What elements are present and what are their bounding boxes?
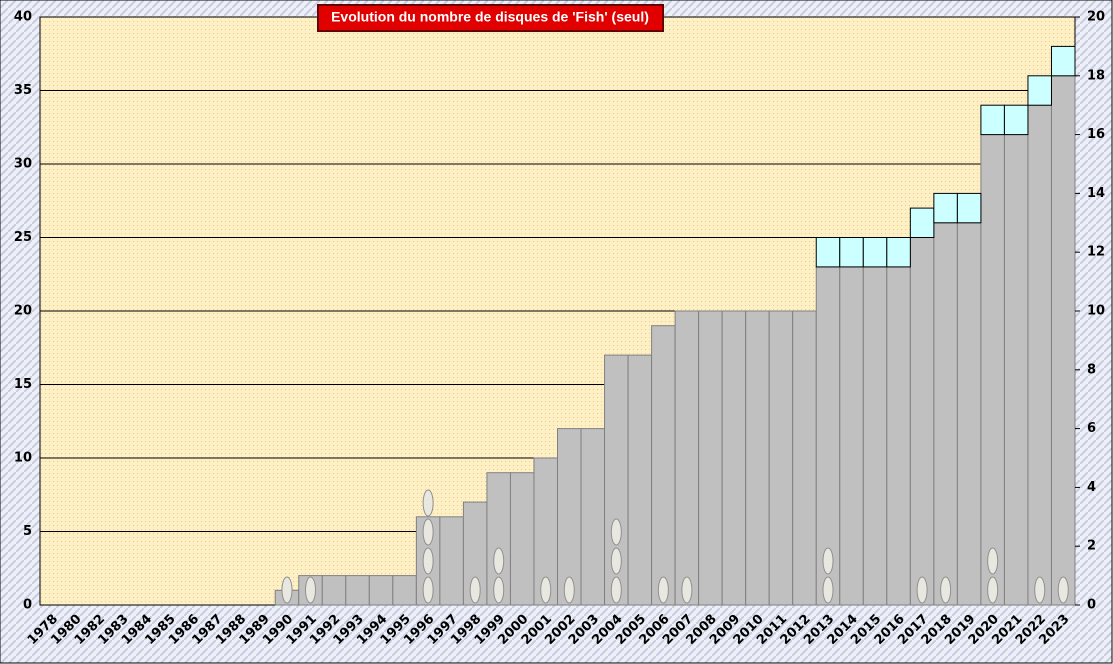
bar — [651, 325, 676, 606]
y-tick-label: 40 — [14, 10, 32, 25]
disc-icon — [540, 576, 552, 604]
y-tick-label: 20 — [14, 304, 32, 319]
bar — [815, 237, 841, 268]
bar — [980, 134, 1005, 606]
bar — [580, 428, 606, 606]
disc-icon — [469, 576, 481, 604]
bar — [956, 192, 982, 224]
bar — [1050, 45, 1076, 77]
y2-tick-label: 14 — [1087, 186, 1105, 201]
disc-icon — [281, 576, 293, 604]
bar — [1027, 104, 1052, 606]
disc-icon — [422, 576, 434, 604]
disc-icon — [305, 576, 317, 604]
bar — [792, 310, 817, 606]
bar — [627, 354, 653, 606]
disc-icon — [1057, 576, 1069, 604]
y-tick-label: 0 — [23, 598, 32, 613]
bar — [745, 310, 770, 606]
y2-tick-label: 8 — [1087, 362, 1096, 377]
y2-tick-label: 16 — [1087, 127, 1105, 142]
disc-icon — [493, 576, 505, 604]
y-tick-label: 30 — [14, 157, 32, 172]
y2-tick-label: 4 — [1087, 480, 1096, 495]
bar — [839, 266, 864, 606]
disc-icon — [563, 576, 575, 604]
disc-icon — [987, 576, 999, 604]
chart-title: Evolution du nombre de disques de 'Fish'… — [331, 9, 649, 25]
disc-icon — [681, 576, 693, 604]
y-tick-label: 35 — [14, 83, 32, 98]
y-tick-label: 10 — [14, 451, 32, 466]
bar — [909, 207, 935, 239]
y2-tick-label: 20 — [1087, 10, 1105, 25]
y-tick-label: 15 — [14, 377, 32, 392]
y2-tick-label: 10 — [1087, 304, 1105, 319]
disc-icon — [987, 547, 999, 575]
disc-icon — [657, 576, 669, 604]
bar — [768, 310, 794, 606]
bar — [886, 266, 911, 606]
bar — [909, 237, 935, 606]
bar — [956, 222, 982, 606]
bar — [839, 237, 864, 268]
y2-tick-label: 18 — [1087, 68, 1105, 83]
disc-icon — [940, 576, 952, 604]
bar — [886, 237, 911, 268]
bar — [439, 516, 464, 606]
disc-icon — [822, 547, 834, 575]
disc-icon — [916, 576, 928, 604]
y2-tick-label: 2 — [1087, 539, 1096, 554]
y2-tick-label: 12 — [1087, 245, 1105, 260]
bar — [980, 104, 1005, 136]
bar — [1050, 75, 1076, 606]
y-tick-label: 25 — [14, 230, 32, 245]
y2-tick-label: 0 — [1087, 598, 1096, 613]
disc-icon — [422, 489, 434, 517]
bar — [321, 575, 347, 606]
bar — [1003, 104, 1029, 136]
bar — [862, 237, 888, 268]
bar — [1027, 75, 1052, 106]
disc-icon — [822, 576, 834, 604]
bar — [674, 310, 700, 606]
bar — [933, 222, 958, 606]
disc-icon — [422, 518, 434, 546]
disc-icon — [1034, 576, 1046, 604]
disc-icon — [610, 518, 622, 546]
y-tick-label: 5 — [23, 524, 32, 539]
bar — [392, 575, 417, 606]
title-box — [317, 4, 664, 32]
disc-icon — [422, 547, 434, 575]
bar — [509, 472, 535, 606]
bar — [933, 192, 958, 224]
bar — [1003, 134, 1029, 606]
y2-tick-label: 6 — [1087, 421, 1096, 436]
disc-icon — [610, 576, 622, 604]
bar — [368, 575, 394, 606]
bar — [345, 575, 370, 606]
disc-icon — [493, 547, 505, 575]
bar — [862, 266, 888, 606]
bar — [698, 310, 723, 606]
disc-icon — [610, 547, 622, 575]
bar — [721, 310, 747, 606]
